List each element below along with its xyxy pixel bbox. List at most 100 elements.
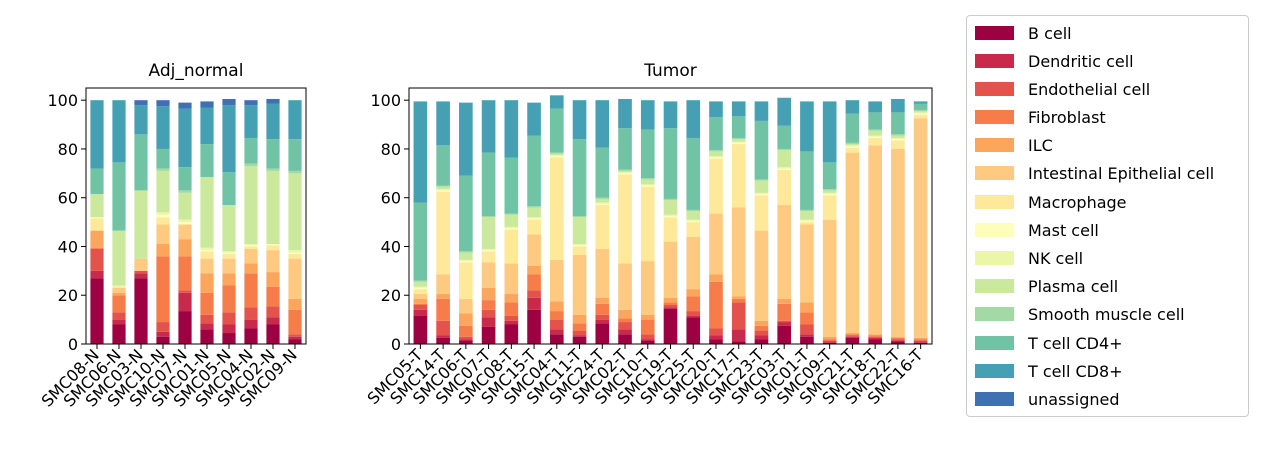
- legend-swatch: [975, 166, 1014, 180]
- legend-swatch: [975, 26, 1014, 40]
- bar-segment: [686, 289, 701, 297]
- bar-segment: [822, 194, 837, 196]
- bar-segment: [504, 214, 519, 227]
- bar-segment: [413, 286, 428, 288]
- bar-segment: [891, 112, 905, 135]
- bar-segment: [777, 125, 792, 149]
- bar-segment: [459, 340, 473, 344]
- bar-segment: [686, 220, 701, 223]
- bar-segment: [754, 180, 769, 193]
- bar-segment: [640, 178, 655, 180]
- bar-segment: [266, 170, 280, 245]
- legend-swatch: [975, 392, 1014, 406]
- bar-segment: [481, 216, 496, 218]
- bar-segment: [618, 170, 632, 173]
- legend-label: Smooth muscle cell: [1028, 304, 1185, 324]
- bar-segment: [845, 336, 860, 338]
- bar-segment: [800, 219, 814, 221]
- bar-segment: [777, 148, 792, 151]
- bar-segment: [663, 302, 678, 305]
- bar-segment: [266, 244, 280, 246]
- bar-segment: [222, 258, 236, 274]
- bar-segment: [504, 228, 519, 230]
- bar-segment: [618, 329, 632, 335]
- bar-segment: [112, 162, 126, 231]
- bar-segment: [527, 309, 541, 344]
- bar-segment: [663, 308, 678, 344]
- bar-segment: [845, 335, 860, 337]
- bar-segment: [754, 101, 769, 121]
- bar-segment: [777, 169, 792, 206]
- bar-segment: [663, 214, 678, 216]
- bar-segment: [754, 192, 769, 195]
- bar-segment: [800, 302, 814, 313]
- bar-segment: [754, 335, 769, 340]
- bar-segment: [244, 307, 258, 320]
- bar-segment: [481, 317, 496, 327]
- bar-segment: [822, 101, 837, 163]
- bar-segment: [481, 152, 496, 216]
- bar-segment: [288, 334, 302, 337]
- bar-segment: [178, 224, 192, 240]
- legend-swatch: [975, 364, 1014, 378]
- bar-segment: [200, 323, 214, 330]
- bar-segment: [640, 334, 655, 340]
- bar-segment: [731, 116, 746, 138]
- bar-segment: [504, 320, 519, 325]
- bar-segment: [845, 146, 860, 148]
- bar-segment: [178, 292, 192, 312]
- y-tick-label: 60: [58, 189, 78, 208]
- bar-segment: [156, 148, 170, 169]
- bar-segment: [913, 103, 928, 110]
- bar-segment: [527, 102, 541, 136]
- bar-segment: [266, 306, 280, 318]
- bar-segment: [913, 109, 928, 112]
- bar-segment: [572, 246, 587, 256]
- legend-item-nk-cell: NK cell: [975, 248, 1083, 268]
- bar-segment: [200, 258, 214, 274]
- bar-segment: [686, 100, 701, 138]
- bar-segment: [572, 217, 587, 245]
- bar-segment: [777, 150, 792, 168]
- bar-segment: [222, 324, 236, 334]
- bar-segment: [822, 340, 837, 342]
- bar-segment: [572, 216, 587, 218]
- legend-label: B cell: [1028, 23, 1072, 43]
- legend-label: ILC: [1028, 135, 1053, 155]
- bar-segment: [800, 209, 814, 212]
- bar-segment: [891, 337, 905, 340]
- bar-segment: [90, 230, 104, 248]
- bar-segment: [527, 274, 541, 291]
- legend-label: Fibroblast: [1028, 107, 1106, 127]
- bar-segment: [709, 156, 723, 158]
- bar-segment: [459, 252, 473, 260]
- bar-segment: [913, 118, 928, 338]
- bar-segment: [459, 339, 473, 341]
- bar-segment: [459, 261, 473, 263]
- bar-segment: [90, 194, 104, 218]
- bar-segment: [686, 296, 701, 312]
- bar-segment: [913, 342, 928, 344]
- bar-segment: [90, 218, 104, 231]
- bar-segment: [222, 312, 236, 325]
- bar-segment: [618, 318, 632, 323]
- bar-segment: [90, 278, 104, 344]
- bar-segment: [222, 251, 236, 253]
- bar-segment: [200, 251, 214, 259]
- bar-segment: [777, 167, 792, 169]
- bar-segment: [800, 222, 814, 225]
- bar-segment: [845, 145, 860, 147]
- bar-segment: [640, 319, 655, 335]
- y-tick-label: 40: [381, 237, 401, 256]
- bar-segment: [459, 251, 473, 253]
- legend-swatch: [975, 110, 1014, 124]
- bar-segment: [845, 337, 860, 344]
- bar-segment: [459, 259, 473, 262]
- bar-segment: [845, 147, 860, 153]
- bar-segment: [868, 339, 882, 344]
- bar-segment: [504, 157, 519, 214]
- bar-segment: [178, 256, 192, 291]
- bar-segment: [709, 151, 723, 157]
- bar-segment: [222, 205, 236, 252]
- bar-segment: [200, 101, 214, 108]
